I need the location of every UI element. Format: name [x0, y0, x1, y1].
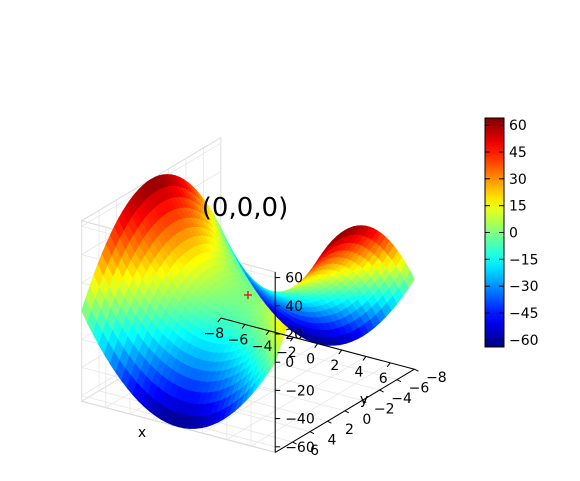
z-tick-label: −40 — [285, 412, 315, 428]
y-tick — [310, 432, 314, 434]
colorbar-tick-label: 60 — [509, 118, 527, 134]
x-tick-label: 0 — [306, 352, 315, 368]
y-tick — [327, 421, 331, 423]
z-tick-label: 20 — [285, 327, 303, 343]
colorbar-tick-label: 15 — [509, 199, 527, 215]
x-tick-label: −6 — [228, 332, 249, 348]
y-tick — [414, 369, 418, 371]
y-tick-label: 0 — [362, 412, 371, 428]
z-tick-label: −20 — [285, 383, 315, 399]
colorbar-tick-label: −30 — [509, 279, 539, 295]
colorbar-tick-label: 30 — [509, 172, 527, 188]
x-tick-label: 4 — [355, 364, 364, 380]
z-tick-label: 60 — [285, 271, 303, 287]
y-axis-label: y — [360, 392, 368, 408]
y-tick-label: 2 — [345, 422, 354, 438]
x-tick-label: −4 — [252, 339, 273, 355]
colorbar-tick-label: −15 — [509, 252, 539, 268]
z-tick-label: 40 — [285, 299, 303, 315]
colorbar-tick-label: −45 — [509, 306, 539, 322]
origin-annotation-label: (0,0,0) — [202, 193, 288, 223]
y-tick-label: 4 — [328, 433, 337, 449]
x-tick-label: 6 — [379, 371, 388, 387]
y-tick — [380, 390, 384, 392]
x-tick-label: −8 — [203, 326, 224, 342]
y-tick-label: −2 — [374, 401, 395, 417]
colorbar-tick-label: 0 — [509, 226, 518, 242]
y-tick — [345, 411, 349, 413]
x-tick-label: 2 — [330, 358, 339, 374]
y-tick — [397, 380, 401, 382]
colorbar-tick-label: −60 — [509, 333, 539, 349]
z-tick-label: 0 — [285, 355, 294, 371]
colorbar: −60 −45 −30 −15 0 15 30 45 60 — [485, 118, 539, 349]
x-axis-label: x — [138, 425, 146, 441]
z-tick-label: −60 — [285, 440, 315, 456]
colorbar-tick-label: 45 — [509, 145, 527, 161]
